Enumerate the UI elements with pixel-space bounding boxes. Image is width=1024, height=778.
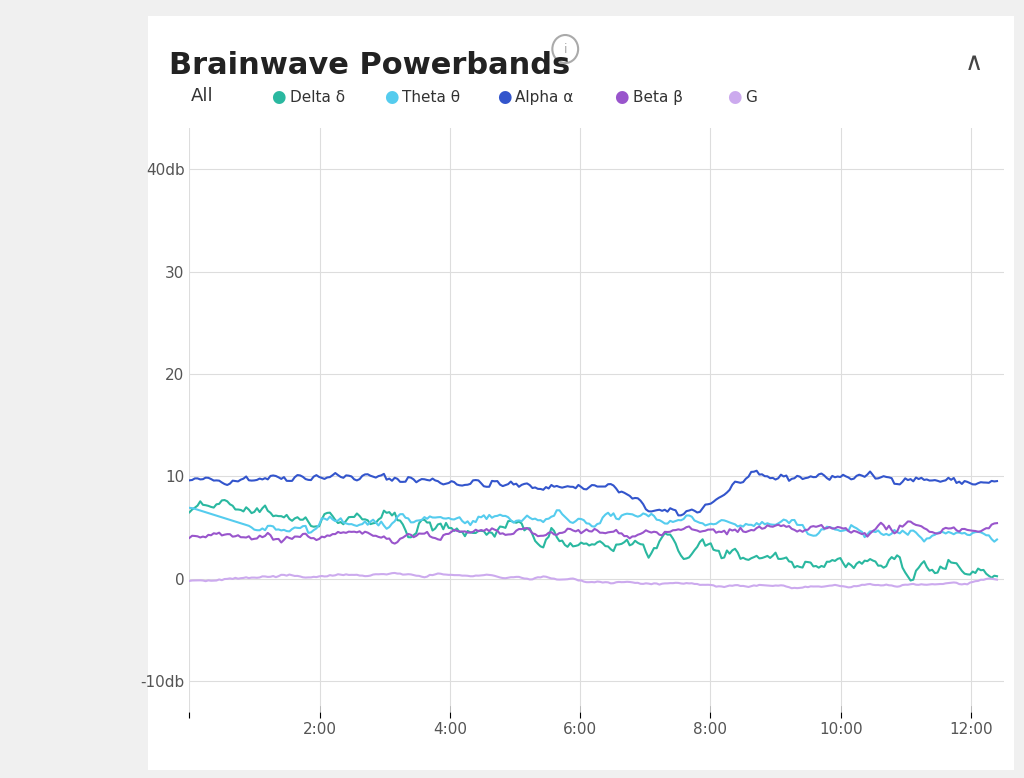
Text: ●: ● (727, 88, 741, 107)
Text: Beta β: Beta β (633, 89, 683, 105)
Text: Delta δ: Delta δ (290, 89, 345, 105)
Text: ●: ● (271, 88, 286, 107)
Text: ●: ● (384, 88, 398, 107)
Text: i: i (563, 43, 567, 55)
FancyBboxPatch shape (160, 79, 245, 114)
Text: Alpha α: Alpha α (515, 89, 573, 105)
Text: ●: ● (497, 88, 511, 107)
Text: ∧: ∧ (965, 51, 983, 75)
Text: Theta θ: Theta θ (402, 89, 461, 105)
Text: G: G (745, 89, 758, 105)
Text: All: All (190, 87, 214, 106)
Text: ●: ● (614, 88, 629, 107)
Text: Brainwave Powerbands: Brainwave Powerbands (169, 51, 570, 79)
